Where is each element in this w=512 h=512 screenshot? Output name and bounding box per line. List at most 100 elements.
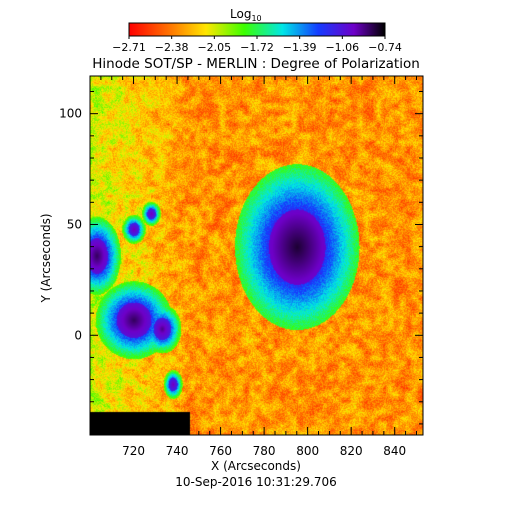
colorbar-segment — [133, 23, 135, 36]
colorbar-segment — [301, 23, 303, 36]
colorbar-segment — [239, 23, 241, 36]
colorbar-segment — [262, 23, 264, 36]
colorbar-tick-label: −2.71 — [112, 41, 146, 54]
x-tick-label: 760 — [209, 444, 232, 458]
colorbar-segment — [182, 23, 184, 36]
colorbar-segment — [376, 23, 378, 36]
colorbar-segment — [286, 23, 288, 36]
colorbar-segment — [219, 23, 221, 36]
colorbar-segment — [316, 23, 318, 36]
colorbar-segment — [325, 23, 327, 36]
colorbar-segment — [289, 23, 291, 36]
colorbar-segment — [230, 23, 232, 36]
colorbar-segment — [223, 23, 225, 36]
colorbar-segment — [260, 23, 262, 36]
colorbar-segment — [194, 23, 196, 36]
x-tick-label: 820 — [340, 444, 363, 458]
colorbar-segment — [226, 23, 228, 36]
colorbar-segment — [365, 23, 367, 36]
colorbar-segment — [315, 23, 317, 36]
colorbar-segment — [134, 23, 136, 36]
colorbar-segment — [359, 23, 361, 36]
colorbar-segment — [195, 23, 197, 36]
colorbar-segment — [342, 23, 344, 36]
colorbar-segment — [270, 23, 272, 36]
colorbar-segment — [346, 23, 348, 36]
colorbar-segment — [355, 23, 357, 36]
colorbar-segment — [212, 23, 214, 36]
colorbar-segment — [367, 23, 369, 36]
colorbar-segment — [227, 23, 229, 36]
colorbar-segment — [136, 23, 138, 36]
colorbar-segment — [170, 23, 172, 36]
colorbar-segment — [304, 23, 306, 36]
colorbar-segment — [313, 23, 315, 36]
x-tick-label: 720 — [122, 444, 145, 458]
colorbar-segment — [361, 23, 363, 36]
colorbar-segment — [321, 23, 323, 36]
colorbar-segment — [217, 23, 219, 36]
colorbar-segment — [130, 23, 132, 36]
colorbar-segment — [324, 23, 326, 36]
colorbar-segment — [305, 23, 307, 36]
colorbar-segment — [151, 23, 153, 36]
colorbar-segment — [169, 23, 171, 36]
colorbar-segment — [157, 23, 159, 36]
colorbar-segment — [173, 23, 175, 36]
colorbar-segment — [293, 23, 295, 36]
colorbar-segment — [362, 23, 364, 36]
colorbar-segment — [183, 23, 185, 36]
colorbar-segment — [166, 23, 168, 36]
colorbar-segment — [210, 23, 212, 36]
colorbar-segment — [310, 23, 312, 36]
colorbar-segment — [142, 23, 144, 36]
colorbar-segment — [370, 23, 372, 36]
colorbar-segment — [242, 23, 244, 36]
colorbar-segment — [224, 23, 226, 36]
colorbar-segment — [377, 23, 379, 36]
colorbar-segment — [232, 23, 234, 36]
colorbar-segment — [187, 23, 189, 36]
colorbar-segment — [383, 23, 385, 36]
colorbar-segment — [207, 23, 209, 36]
colorbar-segment — [351, 23, 353, 36]
colorbar-ticks: −2.71 −2.38 −2.05 −1.72 −1.39 −1.06 −0.74 — [112, 36, 402, 54]
colorbar-segment — [258, 23, 260, 36]
colorbar-segment — [238, 23, 240, 36]
y-tick-label: 100 — [59, 107, 82, 121]
colorbar-tick-label: −0.74 — [368, 41, 402, 54]
colorbar-segment — [267, 23, 269, 36]
y-tick-label: 50 — [67, 217, 82, 231]
colorbar-segment — [248, 23, 250, 36]
colorbar-segment — [311, 23, 313, 36]
colorbar-segment — [378, 23, 380, 36]
colorbar-segment — [229, 23, 231, 36]
colorbar-segment — [295, 23, 297, 36]
colorbar-segment — [329, 23, 331, 36]
colorbar-segment — [327, 23, 329, 36]
colorbar-segment — [139, 23, 141, 36]
y-axis-label: Y (Arcseconds) — [39, 213, 53, 303]
colorbar-tick-label: −2.05 — [197, 41, 231, 54]
colorbar-tick-label: −1.06 — [325, 41, 359, 54]
colorbar-segment — [318, 23, 320, 36]
colorbar-segment — [138, 23, 140, 36]
colorbar-segment — [243, 23, 245, 36]
colorbar-segment — [176, 23, 178, 36]
colorbar-segment — [347, 23, 349, 36]
colorbar-segment — [307, 23, 309, 36]
colorbar-segment — [172, 23, 174, 36]
colorbar-segment — [320, 23, 322, 36]
colorbar-segment — [326, 23, 328, 36]
colorbar-segment — [279, 23, 281, 36]
colorbar-segment — [202, 23, 204, 36]
colorbar-segment — [168, 23, 170, 36]
colorbar-segment — [150, 23, 152, 36]
colorbar-segment — [247, 23, 249, 36]
colorbar-segment — [200, 23, 202, 36]
colorbar-segment — [368, 23, 370, 36]
colorbar-segment — [363, 23, 365, 36]
colorbar-segment — [135, 23, 137, 36]
plot-frame — [89, 75, 424, 436]
